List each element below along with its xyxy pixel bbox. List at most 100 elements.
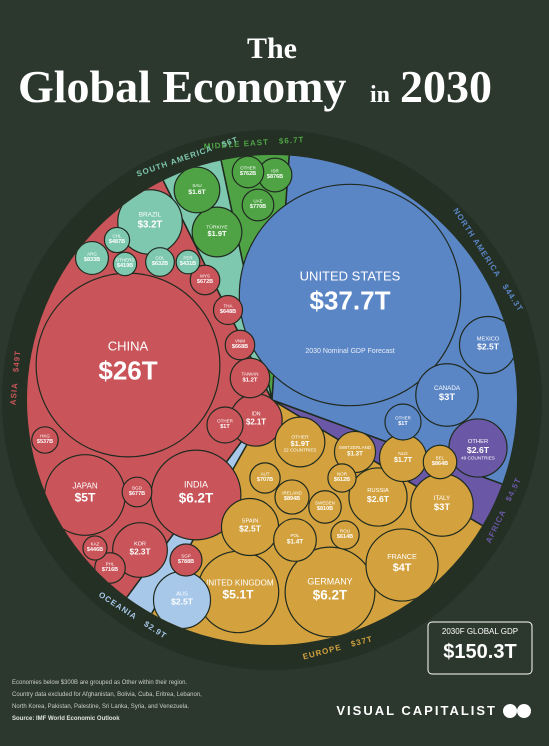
country-name: OTHER — [291, 435, 309, 441]
country-value: $2.1T — [246, 417, 266, 426]
country-value: $3T — [439, 392, 455, 402]
country-value: $716B — [102, 567, 118, 573]
country-cell — [241, 188, 275, 222]
country-name: CHL — [112, 234, 121, 239]
country-cell — [284, 546, 376, 638]
total-label: 2030F GLOBAL GDP — [442, 627, 518, 636]
country-name: NLD — [398, 451, 408, 456]
country-name: BGD — [132, 486, 143, 491]
country-value: $37.7T — [310, 285, 391, 315]
country-value: $2.6T — [367, 494, 390, 504]
country-name: CANADA — [434, 385, 461, 392]
country-note: 22 COUNTRIES — [284, 448, 317, 453]
country-name: PER — [183, 256, 193, 261]
country-value: $762B — [240, 171, 256, 177]
country-value: $1.9T — [290, 439, 309, 448]
country-cell — [308, 490, 342, 524]
country-value: $1.7T — [394, 457, 413, 464]
country-value: $677B — [129, 491, 145, 497]
country-cell — [82, 535, 108, 561]
total-value: $150.3T — [443, 641, 516, 663]
country-name: KAZ — [91, 542, 100, 547]
country-name: BEL — [436, 456, 445, 461]
country-cell — [94, 552, 126, 584]
note: Country data excluded for Afghanistan, B… — [12, 692, 202, 698]
country-value: $1T — [220, 424, 230, 430]
country-value: $26T — [98, 355, 157, 385]
country-cell — [206, 406, 244, 444]
country-value: $1.9T — [207, 229, 226, 238]
country-name: IDN — [252, 412, 261, 418]
country-name: OTHER — [395, 416, 412, 421]
country-name: THA — [224, 304, 233, 309]
country-name: HKG — [40, 434, 50, 439]
note: North Korea, Pakistan, Palestine, Sri La… — [12, 704, 189, 710]
country-name: GERMANY — [307, 577, 352, 587]
country-name: COL — [155, 256, 165, 261]
country-cell — [212, 294, 244, 326]
country-value: $648B — [220, 309, 236, 315]
country-cell — [249, 462, 281, 494]
region-value: $6.7T — [279, 135, 305, 146]
country-cell — [103, 226, 131, 254]
country-value: $487B — [109, 239, 125, 245]
country-cell — [31, 426, 59, 454]
country-value: $707B — [257, 477, 273, 483]
title-main: Global Economy — [18, 61, 346, 112]
total-box — [427, 621, 533, 675]
note: Economies below $300B are grouped as Oth… — [12, 680, 187, 686]
country-value: $5.1T — [222, 588, 254, 602]
country-name: PHL — [106, 562, 115, 567]
country-cell — [189, 264, 221, 296]
country-value: $614B — [337, 534, 353, 540]
country-cell — [224, 329, 256, 361]
country-name: MEXICO — [477, 336, 500, 342]
country-value: $6.2T — [179, 490, 214, 505]
country-value: $894B — [284, 496, 300, 502]
country-value: $2.3T — [130, 548, 151, 557]
country-cell — [112, 522, 168, 578]
country-name: OTHER — [240, 166, 257, 171]
country-name: IRELAND — [282, 491, 302, 496]
region-name: ASIA — [9, 382, 20, 406]
country-value: $864B — [432, 461, 448, 467]
country-value: $2.5T — [239, 524, 262, 534]
country-cell — [191, 206, 243, 258]
country-value: $612B — [334, 477, 350, 483]
country-name: OTHER — [468, 439, 488, 445]
country-name: OTHERS — [116, 258, 135, 263]
country-name: SPAIN — [242, 518, 259, 524]
country-cell — [121, 476, 153, 508]
country-value: $419B — [117, 263, 133, 269]
country-name: ARG — [87, 252, 97, 257]
country-cell — [348, 467, 408, 527]
country-cell — [384, 403, 422, 441]
country-cell — [238, 183, 462, 407]
country-name: NOR — [337, 472, 348, 477]
country-name: MYS — [200, 274, 210, 279]
country-value: $833B — [84, 257, 100, 263]
country-value: $1.3T — [347, 450, 363, 457]
country-value: $431B — [180, 261, 196, 267]
country-name: UNITED STATES — [300, 269, 401, 284]
country-value: $1.6T — [188, 189, 206, 196]
country-name: KOR — [134, 541, 146, 547]
title-top: The — [247, 32, 297, 65]
country-name: UAE — [253, 199, 262, 204]
region-value: $49T — [12, 350, 23, 373]
country-value: $672B — [197, 279, 213, 285]
country-note: 49 COUNTRIES — [461, 455, 495, 460]
country-cell — [145, 247, 175, 277]
country-name: AUS — [176, 591, 188, 597]
country-value: $770B — [250, 204, 266, 210]
country-name: VNM — [235, 339, 245, 344]
country-name: JAPAN — [72, 481, 98, 490]
country-cell — [274, 479, 310, 515]
country-name: BRAZIL — [139, 212, 162, 219]
country-cell — [74, 240, 110, 276]
country-value: $4T — [393, 562, 412, 574]
country-value: $3T — [434, 502, 450, 512]
country-cell — [365, 528, 439, 602]
country-value: $537B — [37, 439, 53, 445]
